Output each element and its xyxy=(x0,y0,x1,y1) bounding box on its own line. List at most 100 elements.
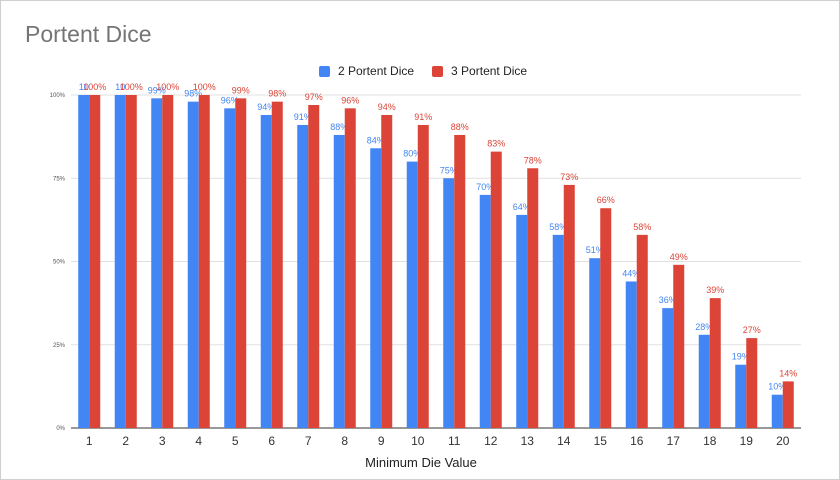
data-label: 49% xyxy=(670,252,688,262)
x-tick-label: 8 xyxy=(341,434,348,448)
data-label: 100% xyxy=(83,82,106,92)
legend: 2 Portent Dice 3 Portent Dice xyxy=(319,63,545,79)
bar-2-dice-11 xyxy=(443,178,455,428)
bar-2-dice-5 xyxy=(224,108,236,428)
bar-3-dice-15 xyxy=(600,208,612,428)
bar-2-dice-17 xyxy=(662,308,674,428)
data-label: 64% xyxy=(513,202,531,212)
x-tick-label: 18 xyxy=(703,434,717,448)
bar-3-dice-9 xyxy=(381,114,393,428)
legend-label-3-dice: 3 Portent Dice xyxy=(451,64,528,78)
y-tick-label: 75% xyxy=(53,176,66,182)
bar-3-dice-6 xyxy=(271,101,283,428)
bar-2-dice-12 xyxy=(479,194,491,428)
bar-3-dice-1 xyxy=(89,95,101,428)
data-label: 36% xyxy=(659,295,677,305)
y-tick-label: 100% xyxy=(50,93,66,99)
data-label: 58% xyxy=(633,222,651,232)
x-tick-label: 14 xyxy=(557,434,571,448)
bar-3-dice-12 xyxy=(490,151,502,429)
x-tick-label: 15 xyxy=(594,434,608,448)
data-label: 91% xyxy=(294,112,312,122)
data-label: 88% xyxy=(330,122,348,132)
x-axis-label: Minimum Die Value xyxy=(365,455,477,470)
bar-3-dice-20 xyxy=(782,381,794,428)
data-label: 96% xyxy=(221,95,239,105)
bar-3-dice-18 xyxy=(709,298,721,428)
x-tick-label: 7 xyxy=(305,434,312,448)
data-label: 10% xyxy=(768,382,786,392)
x-tick-label: 2 xyxy=(122,434,129,448)
x-tick-label: 12 xyxy=(484,434,498,448)
y-tick-label: 0% xyxy=(56,426,65,432)
data-label: 73% xyxy=(560,172,578,182)
bar-3-dice-11 xyxy=(454,134,466,428)
bar-2-dice-19 xyxy=(735,364,747,428)
data-label: 51% xyxy=(586,245,604,255)
bar-2-dice-2 xyxy=(114,95,126,428)
legend-swatch-2-dice xyxy=(319,65,330,77)
data-label: 27% xyxy=(743,325,761,335)
bar-3-dice-10 xyxy=(417,124,429,428)
bar-2-dice-9 xyxy=(370,148,382,428)
data-label: 58% xyxy=(549,222,567,232)
data-label: 78% xyxy=(524,155,542,165)
data-label: 75% xyxy=(440,165,458,175)
bar-3-dice-14 xyxy=(563,184,575,428)
data-label: 100% xyxy=(156,82,179,92)
data-label: 66% xyxy=(597,195,615,205)
bar-3-dice-2 xyxy=(125,95,137,428)
y-tick-label: 50% xyxy=(53,260,66,266)
data-label: 99% xyxy=(232,85,250,95)
x-tick-label: 17 xyxy=(667,434,681,448)
legend-swatch-3-dice xyxy=(432,65,444,77)
data-label: 94% xyxy=(378,102,396,112)
x-tick-label: 3 xyxy=(159,434,166,448)
bar-3-dice-7 xyxy=(308,104,320,429)
data-label: 88% xyxy=(451,122,469,132)
data-label: 91% xyxy=(414,112,432,122)
bar-3-dice-17 xyxy=(673,264,685,428)
x-tick-label: 1 xyxy=(86,434,93,448)
bar-3-dice-4 xyxy=(198,95,210,428)
legend-item-3-dice: 3 Portent Dice xyxy=(432,64,527,78)
data-label: 99% xyxy=(148,85,166,95)
x-tick-label: 5 xyxy=(232,434,239,448)
x-tick-label: 6 xyxy=(268,434,275,448)
data-label: 14% xyxy=(779,368,797,378)
bar-3-dice-19 xyxy=(746,338,758,428)
data-label: 39% xyxy=(706,285,724,295)
bar-2-dice-20 xyxy=(771,394,783,428)
data-label: 19% xyxy=(732,352,750,362)
bar-2-dice-4 xyxy=(187,101,199,428)
data-label: 97% xyxy=(305,92,323,102)
x-tick-label: 19 xyxy=(740,434,754,448)
y-tick-label: 25% xyxy=(53,343,66,349)
bar-3-dice-16 xyxy=(636,234,648,428)
bar-2-dice-18 xyxy=(698,334,710,428)
data-label: 80% xyxy=(403,149,421,159)
data-label: 10 xyxy=(115,82,125,92)
bar-3-dice-5 xyxy=(235,98,247,428)
legend-item-2-dice: 2 Portent Dice xyxy=(319,64,414,78)
chart-title: Portent Dice xyxy=(25,21,152,47)
data-label: 44% xyxy=(622,268,640,278)
data-label: 100% xyxy=(120,82,143,92)
data-label: 28% xyxy=(695,322,713,332)
x-tick-label: 9 xyxy=(378,434,385,448)
data-label: 98% xyxy=(184,89,202,99)
x-tick-label: 4 xyxy=(195,434,202,448)
x-tick-label: 13 xyxy=(521,434,535,448)
data-label: 100% xyxy=(193,82,216,92)
bar-2-dice-7 xyxy=(297,124,309,428)
data-label: 94% xyxy=(257,102,275,112)
bar-2-dice-8 xyxy=(333,134,345,428)
bar-3-dice-8 xyxy=(344,108,356,428)
data-label: 83% xyxy=(487,139,505,149)
bar-2-dice-15 xyxy=(589,258,601,428)
x-tick-label: 16 xyxy=(630,434,644,448)
x-tick-label: 10 xyxy=(411,434,425,448)
data-label: 98% xyxy=(268,89,286,99)
